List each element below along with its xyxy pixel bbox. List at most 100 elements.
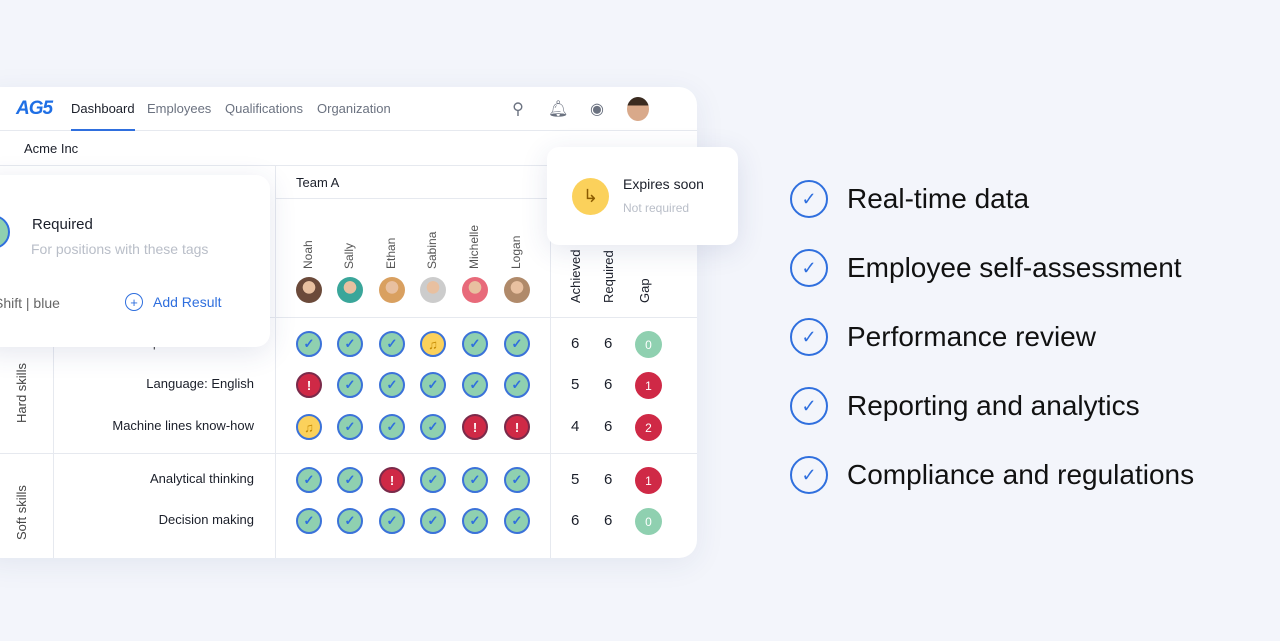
check-circle-icon: ✓ [790, 387, 828, 425]
status-warn-icon[interactable]: ♫ [296, 414, 322, 440]
status-ok-icon[interactable]: ✓ [296, 508, 322, 534]
status-ok-icon[interactable]: ✓ [379, 508, 405, 534]
status-ok-icon[interactable]: ✓ [504, 331, 530, 357]
required-count: 6 [604, 512, 613, 529]
status-ok-icon[interactable]: ✓ [337, 331, 363, 357]
divider [0, 453, 697, 454]
gap-badge: 0 [635, 331, 662, 358]
gap-badge: 0 [635, 508, 662, 535]
feature-label: Reporting and analytics [847, 390, 1140, 421]
status-ok-icon[interactable]: ✓ [296, 331, 322, 357]
status-ok-icon[interactable]: ✓ [296, 467, 322, 493]
skill-name: Decision making [158, 512, 254, 527]
popup-subtitle: For positions with these tags [31, 241, 209, 257]
status-err-icon[interactable]: ! [462, 414, 488, 440]
divider [0, 165, 697, 166]
status-ok-icon[interactable]: ✓ [379, 331, 405, 357]
person-name-michelle: Michelle [467, 224, 481, 269]
gap-badge: 1 [635, 372, 662, 399]
tab-dashboard[interactable]: Dashboard [71, 101, 135, 131]
skill-name: Analytical thinking [149, 471, 254, 486]
status-ok-icon[interactable]: ✓ [462, 372, 488, 398]
tag-label: Shift | blue [0, 295, 60, 311]
achieved-count: 6 [571, 512, 580, 529]
status-ok-icon[interactable]: ✓ [462, 467, 488, 493]
logo: AG5 [16, 98, 53, 119]
person-name-logan: Logan [509, 235, 523, 269]
status-ok-icon[interactable]: ✓ [337, 414, 363, 440]
feature-item: ✓ Compliance and regulations [790, 456, 1194, 494]
achieved-count: 4 [571, 418, 580, 435]
add-result-label: Add Result [153, 294, 222, 310]
status-ok-icon[interactable]: ✓ [462, 508, 488, 534]
col-achieved: Achieved [568, 249, 583, 303]
check-circle-icon: ✓ [790, 180, 828, 218]
group-soft-skills: Soft skills [14, 485, 29, 540]
tab-employees[interactable]: Employees [147, 101, 212, 116]
person-avatar[interactable] [337, 277, 363, 303]
person-name-noah: Noah [301, 240, 315, 269]
status-ok-icon[interactable]: ✓ [420, 372, 446, 398]
feature-item: ✓ Employee self-assessment [790, 249, 1182, 287]
user-search-icon[interactable]: ⚲ [512, 101, 524, 118]
required-count: 6 [604, 471, 613, 488]
company-name: Acme Inc [24, 141, 79, 156]
required-popup: Required For positions with these tags S… [0, 175, 270, 347]
col-gap: Gap [637, 278, 652, 303]
tab-organization[interactable]: Organization [317, 101, 391, 116]
person-avatar[interactable] [379, 277, 405, 303]
tab-qualifications[interactable]: Qualifications [225, 101, 304, 116]
eye-icon[interactable]: ◉ [590, 101, 604, 118]
status-err-icon[interactable]: ! [379, 467, 405, 493]
feature-label: Compliance and regulations [847, 459, 1195, 490]
expires-soon-tooltip: ↳ Expires soon Not required [547, 147, 738, 245]
status-ok-icon[interactable]: ✓ [379, 414, 405, 440]
status-ok-icon[interactable]: ✓ [504, 508, 530, 534]
feature-item: ✓ Reporting and analytics [790, 387, 1140, 425]
bell-icon[interactable]: 🔔︎ [548, 101, 569, 118]
person-avatar[interactable] [420, 277, 446, 303]
status-ok-icon[interactable]: ✓ [504, 372, 530, 398]
feature-label: Real-time data [847, 183, 1030, 214]
gap-badge: 1 [635, 467, 662, 494]
globe-icon [0, 215, 10, 249]
person-avatar[interactable] [296, 277, 322, 303]
status-warn-icon[interactable]: ♫ [420, 331, 446, 357]
col-required: Required [601, 250, 616, 303]
achieved-count: 6 [571, 335, 580, 352]
status-ok-icon[interactable]: ✓ [420, 414, 446, 440]
person-avatar[interactable] [504, 277, 530, 303]
person-name-ethan: Ethan [384, 237, 398, 269]
divider [275, 198, 697, 199]
divider [0, 317, 697, 318]
status-ok-icon[interactable]: ✓ [337, 508, 363, 534]
user-avatar[interactable] [627, 97, 649, 121]
status-ok-icon[interactable]: ✓ [337, 372, 363, 398]
achieved-count: 5 [571, 376, 580, 393]
check-circle-icon: ✓ [790, 456, 828, 494]
skill-name: Machine lines know-how [112, 418, 254, 433]
status-ok-icon[interactable]: ✓ [462, 331, 488, 357]
person-name-sally: Sally [342, 242, 356, 269]
status-ok-icon[interactable]: ✓ [504, 467, 530, 493]
status-err-icon[interactable]: ! [504, 414, 530, 440]
divider [550, 165, 551, 558]
top-nav: AG5 Dashboard Employees Qualifications O… [0, 87, 697, 131]
add-result-button[interactable]: + Add Result [125, 293, 221, 311]
status-err-icon[interactable]: ! [296, 372, 322, 398]
status-ok-icon[interactable]: ✓ [337, 467, 363, 493]
required-count: 6 [604, 376, 613, 393]
popup-title: Required [32, 216, 93, 233]
status-ok-icon[interactable]: ✓ [420, 467, 446, 493]
status-ok-icon[interactable]: ✓ [420, 508, 446, 534]
status-ok-icon[interactable]: ✓ [379, 372, 405, 398]
expires-subtitle: Not required [623, 201, 690, 215]
required-count: 6 [604, 418, 613, 435]
divider [275, 165, 276, 558]
feature-label: Performance review [847, 321, 1096, 352]
achieved-count: 5 [571, 471, 580, 488]
check-circle-icon: ✓ [790, 249, 828, 287]
person-avatar[interactable] [462, 277, 488, 303]
group-hard-skills: Hard skills [14, 363, 29, 423]
check-circle-icon: ✓ [790, 318, 828, 356]
